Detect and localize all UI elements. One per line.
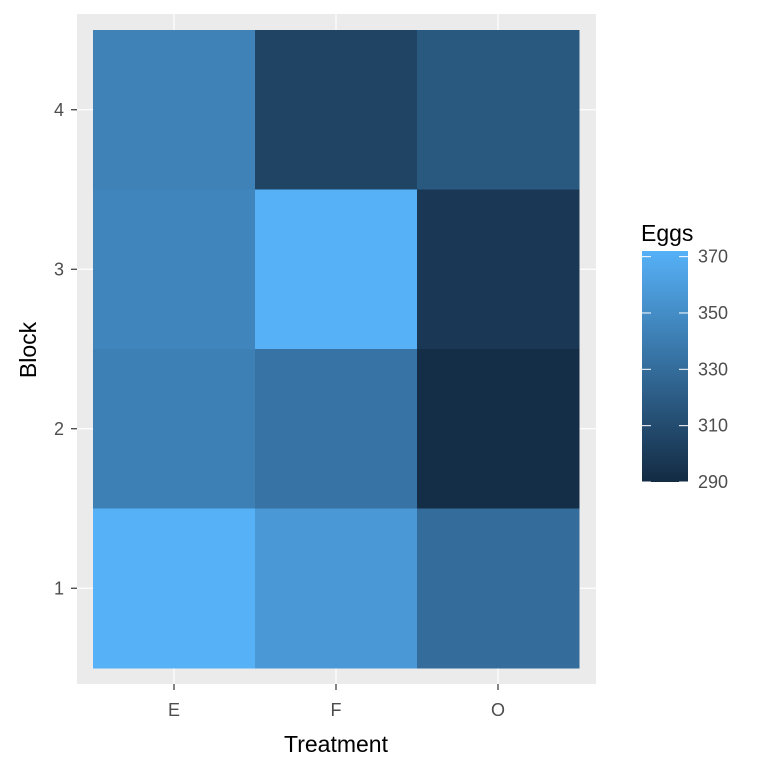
y-axis-ticks: 1 2 3 4 bbox=[54, 100, 77, 598]
y-tick-label-2: 2 bbox=[54, 419, 64, 439]
legend-label-310: 310 bbox=[698, 416, 728, 436]
x-tick-label-F: F bbox=[331, 700, 342, 720]
heatmap-cell-F-2 bbox=[255, 349, 418, 509]
heatmap-cell-E-3 bbox=[93, 189, 256, 350]
heatmap-cell-F-3 bbox=[255, 189, 418, 350]
y-tick-label-1: 1 bbox=[54, 578, 64, 598]
x-axis-title: Treatment bbox=[284, 731, 389, 757]
heatmap-cells bbox=[93, 30, 580, 669]
heatmap-cell-O-1 bbox=[417, 508, 580, 669]
heatmap-cell-F-4 bbox=[255, 30, 418, 190]
heatmap-cell-E-2 bbox=[93, 349, 256, 509]
legend-label-370: 370 bbox=[698, 247, 728, 267]
legend-colorbar bbox=[642, 251, 688, 482]
y-axis-title: Block bbox=[15, 321, 41, 378]
x-tick-label-E: E bbox=[168, 700, 180, 720]
heatmap-cell-F-1 bbox=[255, 508, 418, 669]
legend-label-350: 350 bbox=[698, 303, 728, 323]
color-legend: Eggs 370 350 330 310 290 bbox=[641, 220, 728, 492]
legend-label-290: 290 bbox=[698, 472, 728, 492]
heatmap-cell-O-2 bbox=[417, 349, 580, 509]
y-tick-label-3: 3 bbox=[54, 259, 64, 279]
legend-ticks: 370 350 330 310 290 bbox=[642, 247, 728, 492]
y-tick-label-4: 4 bbox=[54, 100, 64, 120]
legend-title: Eggs bbox=[641, 220, 693, 246]
heatmap-cell-E-1 bbox=[93, 508, 256, 669]
heatmap-cell-E-4 bbox=[93, 30, 256, 190]
heatmap-cell-O-4 bbox=[417, 30, 580, 190]
heatmap-cell-O-3 bbox=[417, 189, 580, 350]
x-tick-label-O: O bbox=[491, 700, 505, 720]
legend-label-330: 330 bbox=[698, 359, 728, 379]
